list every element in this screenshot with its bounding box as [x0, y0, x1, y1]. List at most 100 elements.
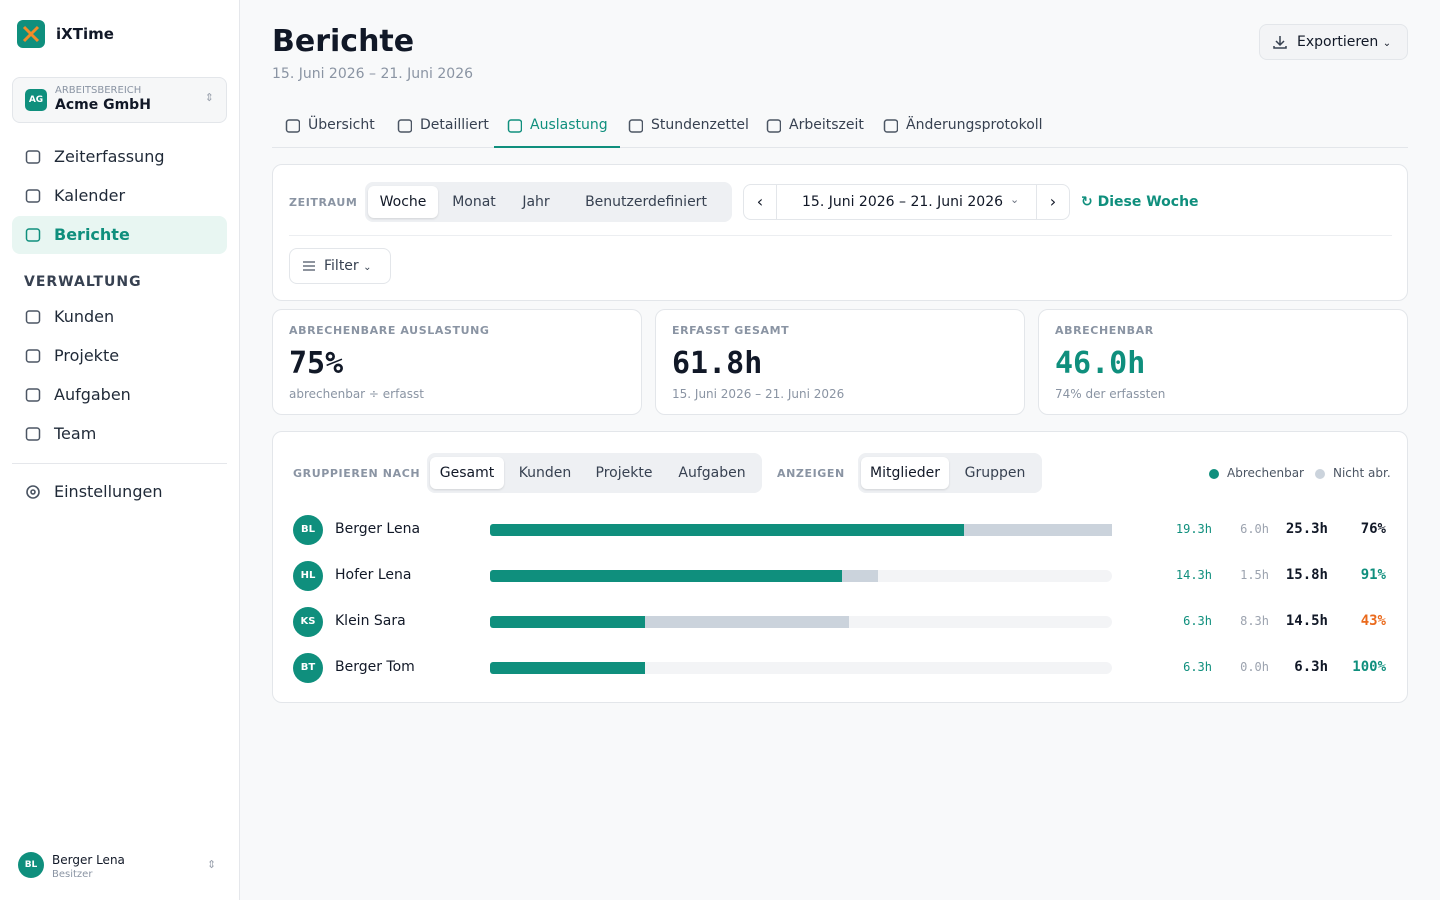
nav-label: Kunden [54, 307, 115, 326]
value-percent: 76% [1360, 520, 1386, 537]
kpi-value: 75% [289, 346, 344, 381]
filter-button[interactable]: Filter ⌄ [289, 248, 391, 284]
chevron: ⌄ [1010, 193, 1020, 206]
tab[interactable]: Stundenzettel [627, 104, 749, 148]
legend-label: Abrechenbar [1227, 466, 1304, 480]
segment-option[interactable]: Monat [452, 194, 496, 210]
legend-swatch [1315, 469, 1325, 479]
bar-nonbillable [841, 570, 879, 582]
bar-billable [490, 616, 645, 628]
segment-option[interactable]: Woche [368, 186, 438, 218]
value-percent: 91% [1360, 566, 1386, 583]
filter-card: ZEITRAUM Woche Monat Jahr Benutzerdefiniert… [272, 164, 1408, 301]
kpi-value: 61.8h [672, 346, 763, 381]
nav-label: Berichte [54, 225, 130, 244]
legend-label: Nicht abr. [1333, 466, 1391, 480]
nav-label: Kalender [54, 186, 126, 205]
icon [25, 189, 41, 203]
segment-option[interactable]: Kunden [518, 465, 572, 481]
export-label: Exportieren [1297, 34, 1379, 50]
workspace-name: Acme GmbH [55, 97, 151, 113]
value-total: 6.3h [1294, 658, 1328, 675]
user-name[interactable]: Berger Lena [52, 853, 125, 867]
tab[interactable]: Arbeitszeit [765, 104, 864, 148]
avatar: KS [293, 607, 323, 637]
icon [766, 119, 781, 133]
member-name: Berger Lena [335, 521, 421, 537]
nav-item[interactable]: Kalender [12, 177, 227, 215]
tab[interactable]: Übersicht [284, 104, 375, 148]
chevron: ⇕ [207, 858, 217, 871]
nav-item[interactable]: Berichte [12, 216, 227, 254]
tab-label: Übersicht [308, 117, 375, 133]
kpi-note: 74% der erfassten [1055, 387, 1166, 401]
member-name: Klein Sara [335, 613, 406, 629]
icon [397, 119, 412, 133]
segment-option[interactable]: Projekte [595, 465, 653, 481]
segment-option[interactable]: Mitglieder [861, 457, 949, 489]
icon [628, 119, 643, 133]
avatar: HL [293, 561, 323, 591]
kpi-note: 15. Juni 2026 – 21. Juni 2026 [672, 387, 845, 401]
bar-billable [490, 524, 965, 536]
prev-button[interactable]: ‹ [744, 185, 777, 219]
period-label: ZEITRAUM [289, 196, 358, 209]
tab[interactable]: Auslastung [494, 104, 620, 148]
nav-item[interactable]: Einstellungen [12, 473, 227, 511]
tab-label: Detailliert [420, 117, 489, 133]
nav-item[interactable]: Projekte [12, 337, 227, 375]
user-role: Besitzer [52, 869, 93, 880]
segment-option[interactable]: Jahr [522, 194, 550, 210]
icon [1273, 36, 1287, 49]
divider [12, 463, 227, 464]
value-nonbillable: 8.3h [1240, 614, 1269, 629]
segment-option[interactable]: Benutzerdefiniert [585, 194, 707, 210]
value-nonbillable: 6.0h [1240, 522, 1269, 537]
segment-option[interactable]: Aufgaben [678, 465, 746, 481]
divider [289, 235, 1392, 236]
nav-label: Zeiterfassung [54, 147, 165, 166]
value-total: 15.8h [1285, 566, 1328, 583]
avatar: BT [293, 653, 323, 683]
value-total: 25.3h [1285, 520, 1328, 537]
legend-swatch [1209, 469, 1219, 479]
user-avatar: BL [18, 852, 44, 878]
date-navigator: ‹ 15. Juni 2026 – 21. Juni 2026 ⌄ › [743, 184, 1070, 220]
nav-item[interactable]: Zeiterfassung [12, 138, 227, 176]
nav-label: Aufgaben [54, 385, 131, 404]
tab[interactable]: Detailliert [396, 104, 489, 148]
section-title: VERWALTUNG [24, 274, 142, 290]
icon [25, 349, 41, 363]
bar-track [490, 662, 1112, 674]
nav-item[interactable]: Kunden [12, 298, 227, 336]
nav-item[interactable]: Aufgaben [12, 376, 227, 414]
tab[interactable]: Änderungsprotokoll [882, 104, 1043, 148]
member-name: Hofer Lena [335, 567, 412, 583]
kpi-label: ABRECHENBARE AUSLASTUNG [289, 324, 490, 337]
filter-label: Filter [324, 258, 359, 274]
workspace-switcher[interactable]: AG ARBEITSBEREICH Acme GmbH ⇕ [12, 77, 227, 123]
brand: iXTime [56, 25, 114, 43]
icon [25, 427, 41, 441]
this-week-button[interactable]: ↻ Diese Woche [1081, 194, 1199, 210]
group-segment: Gesamt Kunden Projekte Aufgaben [427, 453, 762, 493]
breakdown-card: GRUPPIEREN NACH Gesamt Kunden Projekte Aufg… [272, 431, 1408, 703]
nav-label: Team [54, 424, 97, 443]
chevron: ⇕ [204, 91, 214, 104]
value-billable: 6.3h [1183, 614, 1212, 629]
segment-option[interactable]: Gruppen [964, 465, 1026, 481]
export-button[interactable]: Exportieren ⌄ [1259, 24, 1408, 60]
kpi-card: ABRECHENBARE AUSLASTUNG 75% abrechenbar ÷ … [272, 309, 642, 415]
icon [25, 310, 41, 324]
workspace-label: ARBEITSBEREICH [55, 85, 142, 96]
kpi-label: ABRECHENBAR [1055, 324, 1154, 337]
value-nonbillable: 1.5h [1240, 568, 1269, 583]
icon [25, 150, 41, 164]
nav-item[interactable]: Team [12, 415, 227, 453]
segment-option[interactable]: Gesamt [430, 457, 504, 489]
kpi-note: abrechenbar ÷ erfasst [289, 387, 424, 401]
date-range[interactable]: 15. Juni 2026 – 21. Juni 2026 [802, 194, 1004, 210]
value-percent: 43% [1360, 612, 1386, 629]
next-button[interactable]: › [1036, 185, 1069, 219]
